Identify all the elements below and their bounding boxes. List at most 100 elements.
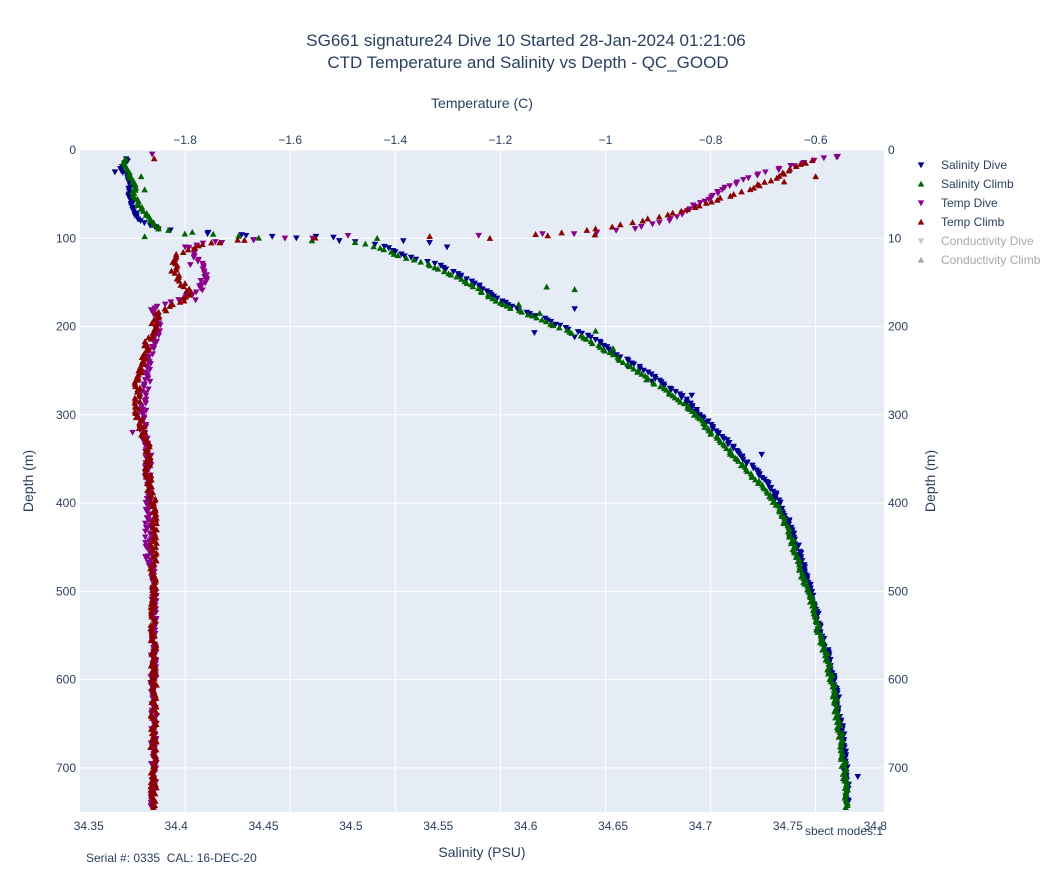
temp-dive-point: [696, 200, 704, 207]
depth-tick-label: 100: [56, 231, 76, 245]
salinity-dive-point: [371, 241, 379, 248]
temp-dive-outlier-point: [344, 232, 352, 239]
temp-climb-point: [135, 367, 142, 374]
salinity-dive-point: [578, 330, 586, 337]
salinity-dive-point: [141, 220, 148, 227]
temp-climb-point: [147, 779, 155, 786]
salinity-climb-point: [829, 693, 837, 700]
legend-marker-temp-climb: [917, 218, 925, 225]
salinity-dive-point: [769, 488, 777, 495]
temp-climb-point: [168, 267, 175, 274]
salinity-dive-point: [442, 266, 450, 273]
temp-dive-point: [726, 183, 734, 190]
salinity-dive-point: [592, 337, 599, 343]
salinity-climb-point: [754, 479, 762, 486]
temp-climb-point: [147, 662, 155, 669]
temp-dive-point: [146, 378, 154, 385]
temp-climb-point: [147, 471, 155, 478]
salinity-climb-outlier-point: [141, 233, 148, 240]
salinity-dive-point: [605, 346, 612, 353]
salinity-dive-outlier-point: [330, 234, 337, 241]
temp-climb-point: [144, 343, 152, 350]
right-depth-tick-label: 600: [888, 673, 908, 687]
salinity-tick-label: 34.75: [773, 819, 803, 833]
salinity-climb-point: [402, 254, 410, 261]
salinity-dive-outlier-point: [571, 306, 578, 313]
temp-climb-point: [713, 196, 721, 203]
temp-climb-point: [558, 229, 565, 236]
temperature-tick-label: −1.8: [173, 133, 197, 147]
salinity-climb-point: [417, 258, 425, 265]
salinity-dive-point: [807, 581, 814, 588]
temp-dive-point: [140, 384, 148, 391]
salinity-tick-label: 34.35: [74, 819, 104, 833]
salinity-dive-point: [587, 334, 595, 341]
salinity-dive-point: [640, 367, 647, 374]
temp-climb-point: [147, 600, 155, 607]
temp-climb-point: [152, 543, 160, 550]
salinity-climb-point: [601, 347, 609, 354]
temp-climb-point: [730, 190, 737, 197]
salinity-climb-point: [701, 423, 708, 430]
salinity-climb-point: [787, 540, 795, 547]
temp-climb-point: [148, 735, 156, 742]
temp-climb-point: [592, 225, 599, 232]
temp-climb-point: [532, 231, 539, 237]
temp-climb-point: [583, 226, 591, 233]
temp-dive-point: [666, 218, 673, 225]
temp-climb-point: [151, 632, 158, 639]
depth-tick-label: 0: [69, 143, 76, 157]
temp-climb-point: [152, 694, 160, 701]
salinity-climb-point: [150, 219, 157, 226]
temp-dive-point: [175, 297, 182, 304]
salinity-dive-point: [450, 269, 457, 275]
depth-tick-label: 700: [56, 761, 76, 775]
temp-climb-point: [153, 557, 160, 564]
salinity-climb-point: [685, 405, 693, 412]
temp-climb-point: [148, 518, 156, 525]
temp-climb-point: [151, 601, 159, 608]
temp-climb-point: [184, 246, 192, 253]
temp-climb-point: [150, 547, 157, 554]
temp-dive-point: [570, 231, 578, 238]
depth-tick-label: 200: [56, 320, 76, 334]
temp-dive-point: [714, 190, 722, 197]
temp-climb-point: [153, 318, 161, 325]
temp-dive-outlier-point: [192, 297, 199, 304]
salinity-climb-point: [568, 329, 575, 336]
depth-tick-label: 400: [56, 496, 76, 510]
salinity-climb-point: [447, 271, 455, 278]
temp-climb-point: [148, 483, 155, 490]
salinity-climb-point: [819, 646, 826, 653]
temperature-tick-label: −1: [599, 133, 613, 147]
salinity-dive-point: [688, 404, 696, 411]
salinity-dive-point: [137, 218, 144, 225]
salinity-climb-point: [737, 462, 745, 469]
temp-climb-point: [746, 186, 754, 193]
temp-climb-point: [152, 781, 159, 788]
temp-climb-point: [151, 675, 158, 682]
grid-lines: [80, 149, 884, 812]
temp-climb-point: [216, 239, 223, 246]
temp-climb-point: [691, 204, 699, 211]
salinity-dive-point: [268, 233, 276, 240]
temp-climb-point: [802, 159, 809, 166]
salinity-climb-point: [478, 289, 485, 296]
salinity-climb-outlier-point: [373, 234, 381, 241]
salinity-dive-point: [556, 322, 564, 329]
temp-climb-point: [150, 155, 158, 162]
axis-ticks: 34.35 34.4 34.45 34.5 34.55 34.6 34.65 34.7 34.7…: [56, 133, 908, 833]
temp-climb-point: [151, 757, 159, 763]
salinity-climb-point: [555, 324, 563, 331]
salinity-climb-point: [666, 390, 673, 397]
salinity-climb-point: [752, 476, 759, 483]
temp-climb-point: [199, 241, 206, 247]
salinity-climb-point: [549, 322, 557, 329]
salinity-climb-point: [630, 365, 637, 372]
legend-marker-conductivity-climb: [917, 256, 925, 263]
salinity-dive-point: [835, 694, 843, 701]
salinity-climb-point: [542, 318, 550, 325]
temp-climb-point: [138, 369, 146, 376]
salinity-dive-point: [597, 340, 604, 347]
